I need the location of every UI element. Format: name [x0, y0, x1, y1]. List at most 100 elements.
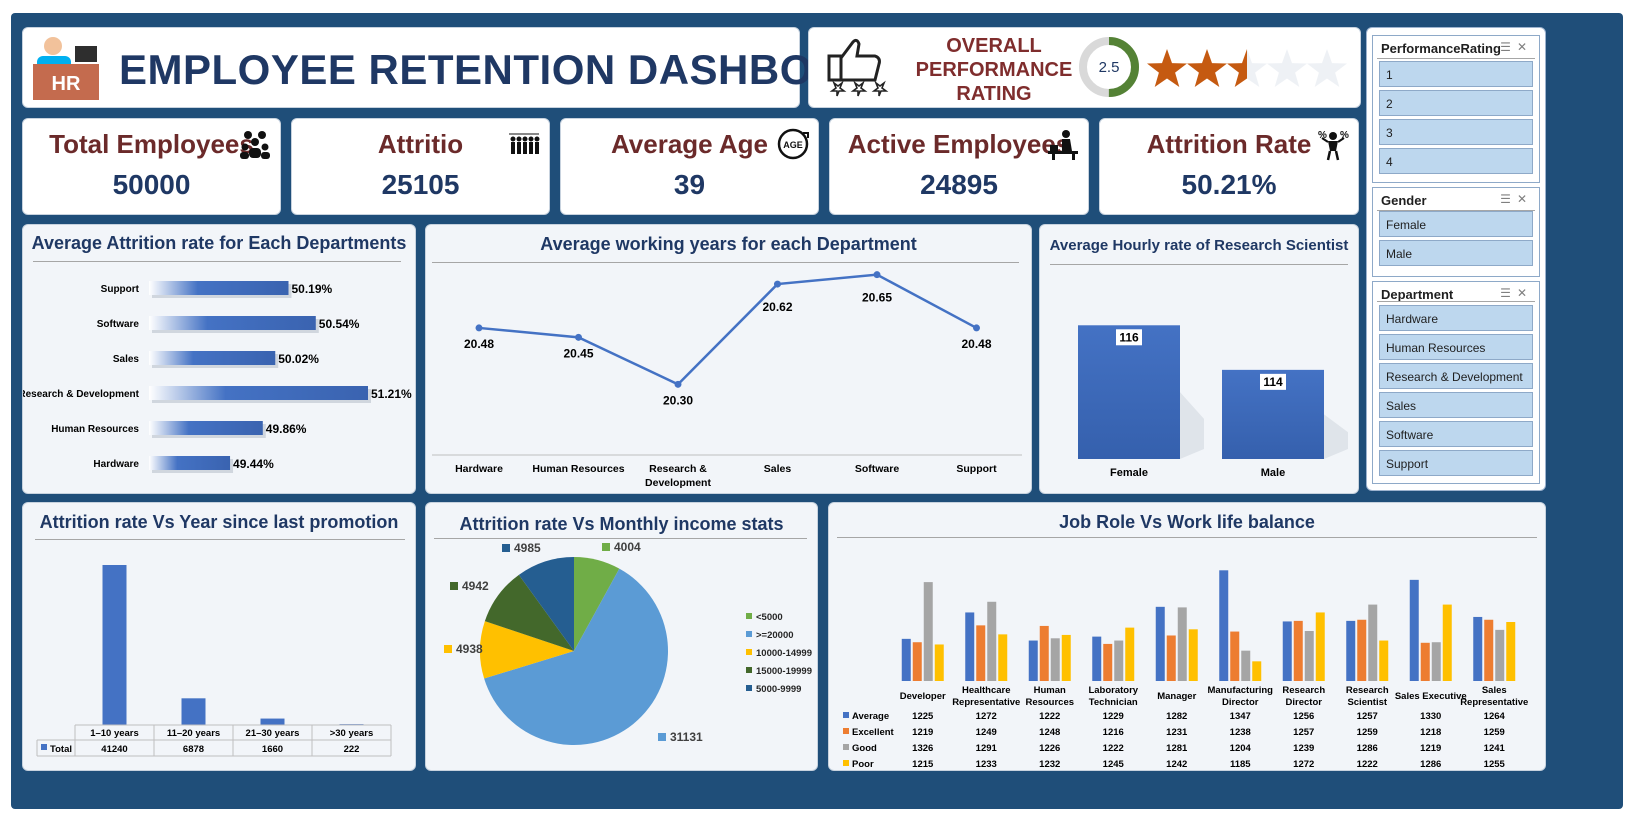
- kpi-value: 39: [673, 169, 706, 200]
- slicer-tools: ☰✕: [1500, 40, 1533, 54]
- performance-title: OVERALL PERFORMANCE RATING: [909, 34, 1079, 106]
- slicer-item[interactable]: 2: [1379, 90, 1533, 116]
- bar: [1078, 325, 1180, 459]
- x-tick-label: Software: [855, 463, 900, 475]
- bar-category-label: Support: [101, 284, 140, 295]
- pie-slice: [480, 621, 574, 679]
- bar: [1293, 620, 1303, 681]
- slicer-performance-rating: PerformanceRating ☰✕ 1 2 3 4: [1372, 35, 1540, 183]
- label-swatch: [602, 543, 610, 551]
- series-label: Good: [852, 743, 877, 754]
- multi-select-icon[interactable]: ☰: [1500, 192, 1517, 206]
- clear-filter-icon[interactable]: ✕: [1516, 40, 1533, 54]
- table-value: 1219: [912, 727, 933, 738]
- bar: [1484, 619, 1494, 681]
- clear-filter-icon[interactable]: ✕: [1516, 192, 1533, 206]
- kpi-label: Total Employees: [49, 129, 254, 159]
- bar: [1473, 616, 1483, 681]
- table-value: 41240: [101, 744, 127, 755]
- promotion-chart: Attrition rate Vs Year since last promot…: [22, 502, 416, 771]
- bar: [912, 642, 922, 681]
- attrition-by-department-chart: Average Attrition rate for Each Departme…: [22, 224, 416, 494]
- legend-label: >=20000: [756, 630, 794, 641]
- bar-value-label: 49.86%: [266, 422, 307, 436]
- kpi-label: Average Age: [610, 129, 769, 159]
- bar: [1315, 612, 1325, 681]
- data-label: 114: [1263, 375, 1283, 389]
- bar: [1230, 631, 1240, 681]
- slicer-item[interactable]: 4: [1379, 148, 1533, 174]
- hr-logo-text: HR: [52, 73, 81, 95]
- bar: [1092, 636, 1102, 681]
- x-tick-label: 11–20 years: [167, 728, 220, 739]
- table-value: 1242: [1166, 759, 1187, 770]
- table-value: 1232: [1039, 759, 1060, 770]
- slicer-item[interactable]: Support: [1379, 450, 1533, 476]
- kpi-value: 25105: [381, 169, 460, 200]
- kpi-active-employees: Active Employees 24895: [829, 118, 1089, 215]
- slicer-item[interactable]: Hardware: [1379, 305, 1533, 331]
- pie-slice: [484, 574, 574, 651]
- slicer-item[interactable]: Sales: [1379, 392, 1533, 418]
- chart-title: Average working years for each Departmen…: [540, 234, 917, 254]
- slicer-item[interactable]: Software: [1379, 421, 1533, 447]
- kpi-total-employees: Total Employees 50000: [22, 118, 281, 215]
- data-label: 116: [1119, 330, 1139, 344]
- x-tick-label: Development: [645, 477, 711, 489]
- star-icon: [1227, 49, 1267, 87]
- table-value: 1257: [1357, 711, 1378, 722]
- table-value: 1660: [262, 744, 283, 755]
- slicer-item[interactable]: Research & Development: [1379, 363, 1533, 389]
- kpi-value: 50000: [112, 169, 191, 200]
- bar: [1379, 640, 1389, 681]
- slicer-gender: Gender ☰✕ Female Male: [1372, 187, 1540, 277]
- table-value: 1233: [976, 759, 997, 770]
- x-tick-label: Human: [1034, 685, 1066, 696]
- hr-logo: HR: [31, 34, 101, 104]
- clear-filter-icon[interactable]: ✕: [1516, 286, 1533, 300]
- people-leaving-icon: [509, 133, 540, 154]
- legend-swatch: [746, 649, 752, 655]
- x-tick-label: Hardware: [455, 463, 503, 475]
- kpi-value: 24895: [920, 169, 998, 200]
- table-value: 1256: [1293, 711, 1314, 722]
- x-tick-label: Director: [1286, 697, 1323, 708]
- data-label: 4942: [462, 579, 489, 593]
- performance-title-line: PERFORMANCE: [915, 59, 1073, 81]
- hourly-rate-chart: Average Hourly rate of Research Scientis…: [1039, 224, 1359, 494]
- x-tick-label: Research: [1346, 685, 1389, 696]
- table-value: 1215: [912, 759, 934, 770]
- bar-value-label: 50.19%: [292, 282, 333, 296]
- series-label: Poor: [852, 759, 874, 770]
- bar: [1241, 650, 1251, 681]
- slicer-item[interactable]: 1: [1379, 61, 1533, 87]
- x-tick-label: Laboratory: [1088, 685, 1138, 696]
- bar: [1219, 570, 1229, 681]
- table-value: 1185: [1230, 759, 1251, 770]
- bar: [1442, 604, 1452, 681]
- svg-text:%: %: [1318, 130, 1327, 141]
- bar-shadow: [1180, 392, 1204, 459]
- slicer-item[interactable]: Male: [1379, 240, 1533, 266]
- multi-select-icon[interactable]: ☰: [1500, 286, 1517, 300]
- bar: [181, 698, 206, 725]
- svg-text:%: %: [1340, 130, 1349, 141]
- chart-title: Attrition rate Vs Year since last promot…: [39, 512, 399, 532]
- table-value: 1245: [1103, 759, 1125, 770]
- slicer-department: Department ☰✕ Hardware Human Resources R…: [1372, 281, 1540, 484]
- table-value: 1286: [1420, 759, 1441, 770]
- table-value: 1330: [1420, 711, 1441, 722]
- legend-label: 15000-19999: [756, 666, 812, 677]
- series-label: Total: [50, 744, 72, 755]
- slicer-item[interactable]: Human Resources: [1379, 334, 1533, 360]
- line-point: [973, 324, 980, 332]
- bar: [1188, 629, 1198, 681]
- bar: [976, 625, 986, 681]
- multi-select-icon[interactable]: ☰: [1500, 40, 1517, 54]
- star-icon: [1187, 49, 1227, 87]
- data-label-box: [1260, 373, 1286, 390]
- legend-swatch: [746, 631, 752, 637]
- slicer-item[interactable]: Female: [1379, 211, 1533, 237]
- slicer-item[interactable]: 3: [1379, 119, 1533, 145]
- percentage-person-icon: % %: [1318, 130, 1349, 161]
